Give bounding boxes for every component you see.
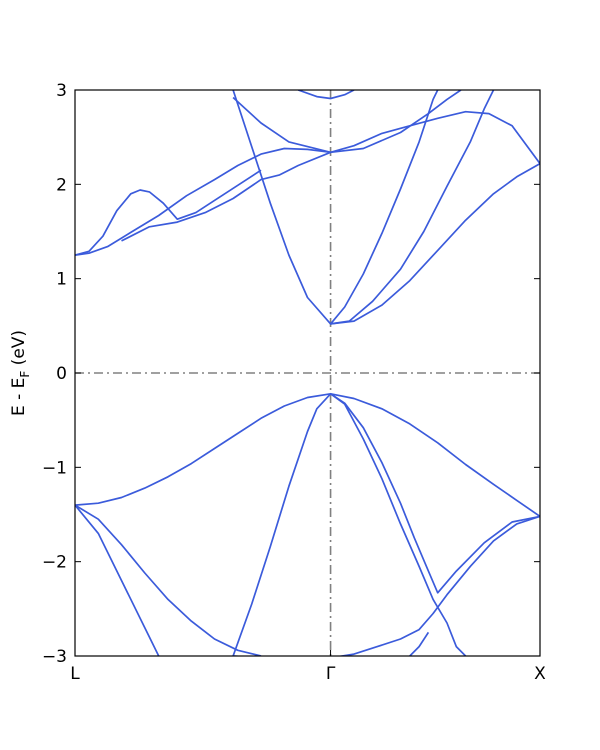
x-tick-label-1: Γ [326,664,336,684]
x-tick-label-0: L [70,664,80,684]
band-line-10 [121,151,331,242]
band-line-3 [75,504,262,656]
band-lines [75,90,540,656]
band-line-6 [330,393,540,594]
y-tick-label-5: −2 [42,553,67,573]
y-axis-label-suffix: (eV) [9,330,29,371]
x-tick-label-2: X [534,664,546,684]
band-line-7 [233,515,540,656]
band-line-13 [232,90,462,154]
y-tick-label-0: 3 [56,81,67,101]
y-axis-label-main: E - E [9,378,29,416]
band-line-11 [330,90,495,325]
band-line-12 [330,162,540,325]
y-ticks: 3 2 1 0 −1 −2 −3 [42,81,540,667]
band-line-9 [232,90,439,325]
band-line-14 [297,90,355,100]
band-line-2 [75,392,540,518]
y-tick-label-2: 1 [56,270,67,290]
y-axis-label-subscript: F [18,371,32,378]
y-tick-label-1: 2 [56,175,67,195]
band-line-0 [75,110,540,256]
y-tick-label-6: −3 [42,647,67,667]
band-line-8 [409,631,430,656]
reference-lines [75,90,540,656]
band-line-4 [75,504,160,656]
y-tick-label-4: −1 [42,458,67,478]
band-line-1 [75,169,262,256]
y-axis-label: E - EF (eV) [9,330,32,416]
y-tick-label-3: 0 [56,364,67,384]
band-line-5 [232,392,467,656]
